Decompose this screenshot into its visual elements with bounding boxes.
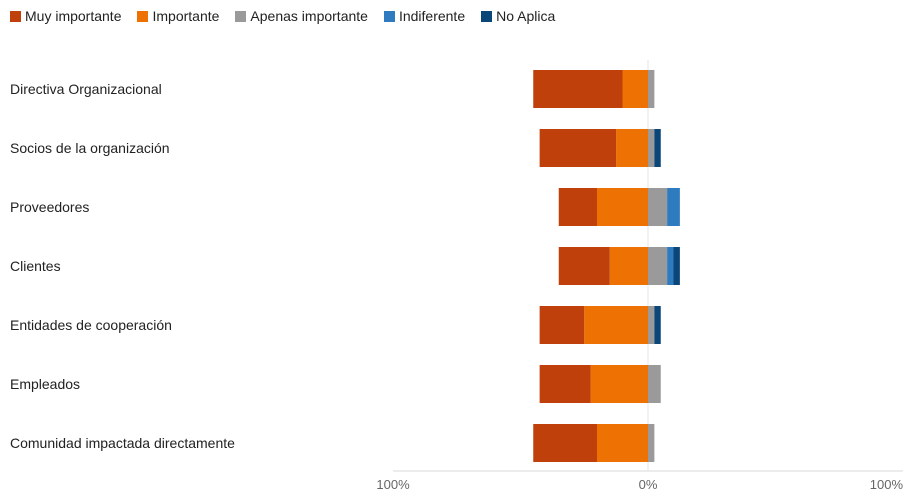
- legend-swatch: [481, 10, 493, 22]
- bar-apenas-importante-proveedores: [648, 188, 668, 226]
- bar-no-aplica-entidades-de-cooperacion: [654, 306, 661, 344]
- bar-muy-importante-directiva-organizacional: [533, 70, 623, 108]
- legend-label: Muy importante: [25, 8, 122, 24]
- bar-apenas-importante-comunidad-impactada-directamente: [648, 424, 655, 462]
- legend-swatch: [10, 10, 21, 22]
- legend-item-indiferente: Indiferente: [383, 8, 466, 24]
- bar-importante-socios-de-la-organizacion: [616, 129, 648, 167]
- legend-label: Indiferente: [398, 8, 466, 24]
- legend: Muy importante Importante Apenas important…: [10, 8, 571, 24]
- bar-importante-entidades-de-cooperacion: [584, 306, 648, 344]
- x-tick-label: 0%: [639, 477, 658, 492]
- bar-muy-importante-proveedores: [558, 188, 597, 226]
- legend-item-no-aplica: No Aplica: [481, 8, 555, 24]
- bar-apenas-importante-directiva-organizacional: [648, 70, 655, 108]
- bar-indiferente-proveedores: [667, 188, 680, 226]
- bar-muy-importante-clientes: [558, 247, 610, 285]
- legend-item-muy-importante: Muy importante: [10, 8, 121, 24]
- bar-no-aplica-socios-de-la-organizacion: [654, 129, 661, 167]
- bar-muy-importante-empleados: [539, 365, 591, 403]
- bar-importante-comunidad-impactada-directamente: [597, 424, 648, 462]
- bar-muy-importante-comunidad-impactada-directamente: [533, 424, 597, 462]
- bar-muy-importante-entidades-de-cooperacion: [539, 306, 585, 344]
- category-label-empleados: Empleados: [10, 376, 80, 392]
- bar-apenas-importante-empleados: [648, 365, 661, 403]
- bar-apenas-importante-clientes: [648, 247, 668, 285]
- category-label-directiva-organizacional: Directiva Organizacional: [10, 81, 162, 97]
- bar-importante-proveedores: [597, 188, 648, 226]
- legend-item-apenas-importante: Apenas importante: [235, 8, 368, 24]
- legend-swatch: [235, 10, 247, 22]
- x-tick-label: 100%: [376, 477, 410, 492]
- legend-label: Apenas importante: [250, 8, 368, 24]
- legend-label: Importante: [152, 8, 220, 24]
- category-label-comunidad-impactada-directamente: Comunidad impactada directamente: [10, 435, 235, 451]
- x-tick-label: 100%: [870, 477, 904, 492]
- category-label-entidades-de-cooperacion: Entidades de cooperación: [10, 317, 172, 333]
- bar-muy-importante-socios-de-la-organizacion: [539, 129, 617, 167]
- legend-label: No Aplica: [496, 8, 556, 24]
- category-label-clientes: Clientes: [10, 258, 61, 274]
- bar-apenas-importante-socios-de-la-organizacion: [648, 129, 655, 167]
- legend-item-importante: Importante: [137, 8, 219, 24]
- bar-importante-empleados: [590, 365, 648, 403]
- category-label-proveedores: Proveedores: [10, 199, 89, 215]
- bar-apenas-importante-entidades-de-cooperacion: [648, 306, 655, 344]
- bar-importante-directiva-organizacional: [622, 70, 648, 108]
- legend-swatch: [137, 10, 149, 22]
- category-label-socios-de-la-organizacion: Socios de la organización: [10, 140, 170, 156]
- legend-swatch: [383, 10, 395, 22]
- bar-importante-clientes: [609, 247, 648, 285]
- bar-no-aplica-clientes: [673, 247, 680, 285]
- bar-indiferente-clientes: [667, 247, 674, 285]
